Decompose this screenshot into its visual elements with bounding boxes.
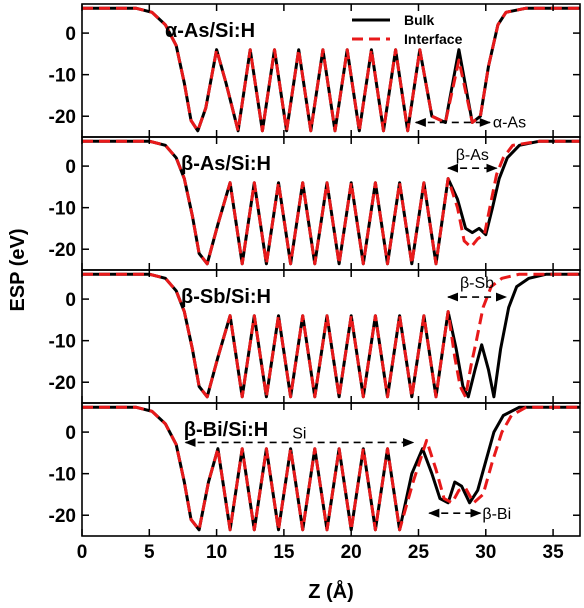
legend-label-interface: Interface [404, 31, 463, 47]
panel-curves [82, 6, 580, 133]
annotation-label: Si [292, 425, 306, 442]
panel-title: β-Sb/Si:H [181, 286, 271, 308]
x-tick-label: 35 [543, 542, 565, 563]
panel-curves [82, 405, 580, 532]
y-tick-label: 0 [65, 157, 76, 178]
y-tick-label: -20 [49, 506, 76, 527]
panel-4: 0 -10 -20 β-Bi/Si:H Si β-Bi [49, 402, 581, 537]
x-tick-label: 10 [206, 542, 227, 563]
x-tick-label: 15 [273, 542, 295, 563]
x-axis-title: Z (Å) [308, 579, 354, 603]
x-tick-label: 0 [77, 542, 88, 563]
y-tick-label: -10 [49, 332, 76, 353]
y-tick-label: -20 [49, 240, 76, 261]
y-tick-label: -20 [49, 107, 76, 128]
series-line-interface [82, 6, 580, 133]
annotation-label: β-Bi [482, 506, 511, 523]
x-tick-label: 5 [144, 542, 155, 563]
legend-label-bulk: Bulk [404, 12, 435, 28]
panel-1: 0 -10 -20 α-As/Si:H α-As Bulk Interface [49, 3, 581, 138]
y-tick-label: -10 [49, 199, 76, 220]
y-tick-label: 0 [65, 24, 76, 45]
y-tick-label: -20 [49, 373, 76, 394]
panel-title: β-Bi/Si:H [184, 419, 268, 441]
y-axis-title: ESP (eV) [7, 229, 29, 312]
panel-frame [81, 402, 581, 537]
panel-2: 0 -10 -20 β-As/Si:H β-As [49, 136, 581, 271]
panel-curves [82, 272, 580, 399]
panel-3: 0 -10 -20 β-Sb/Si:H β-Sb [49, 269, 581, 404]
y-tick-label: 0 [65, 423, 76, 444]
panel-curves [82, 139, 580, 266]
panel-title: β-As/Si:H [181, 153, 271, 175]
annotation-label: α-As [493, 114, 526, 131]
x-tick-label: 30 [475, 542, 496, 563]
panel-title: α-As/Si:H [165, 20, 255, 42]
y-tick-label: 0 [65, 290, 76, 311]
y-tick-label: -10 [49, 465, 76, 486]
series-line-interface [82, 272, 580, 399]
x-tick-label: 25 [408, 542, 430, 563]
annotation-label: β-As [456, 147, 489, 164]
series-line-interface [82, 405, 580, 532]
x-tick-label: 20 [341, 542, 362, 563]
legend: Bulk Interface [352, 12, 463, 47]
y-tick-label: -10 [49, 66, 76, 87]
annotation-label: β-Sb [460, 275, 494, 292]
